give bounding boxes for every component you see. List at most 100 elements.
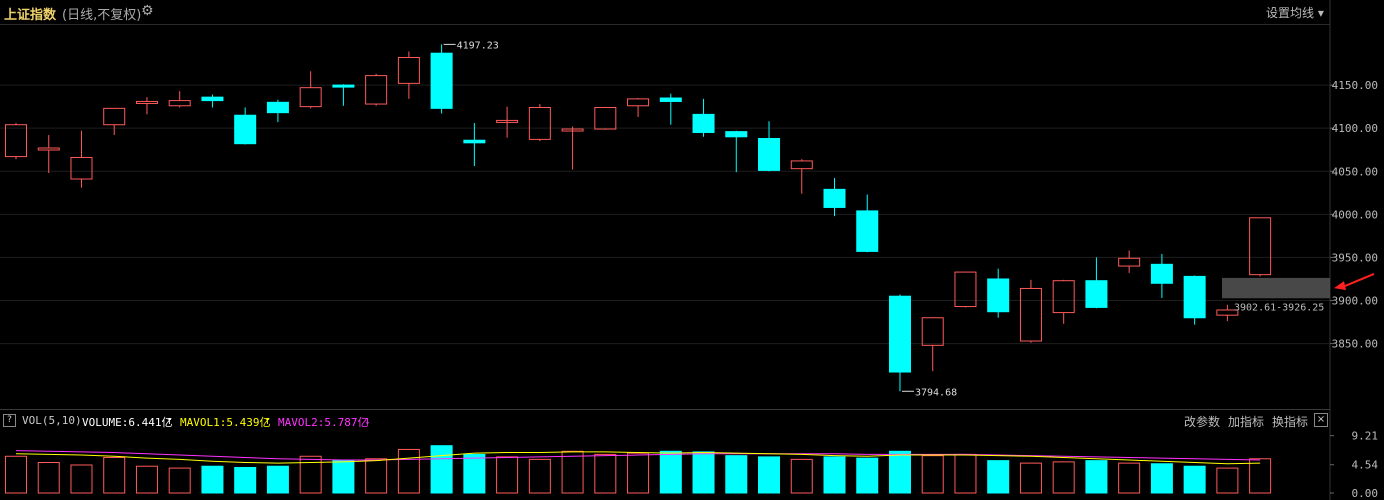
volume-bar[interactable]: [70, 464, 93, 494]
volume-bar[interactable]: [430, 445, 453, 494]
volume-bar[interactable]: [627, 452, 650, 494]
candle-body: [135, 100, 158, 104]
volume-bar[interactable]: [1052, 461, 1075, 494]
candle-body: [70, 156, 93, 180]
volume-bar[interactable]: [594, 453, 617, 494]
candle[interactable]: [201, 94, 224, 108]
candle[interactable]: [1052, 279, 1075, 324]
volume-bar[interactable]: [168, 467, 191, 494]
volume-bar[interactable]: [1085, 460, 1108, 494]
volume-bar[interactable]: [201, 465, 224, 494]
volume-bar[interactable]: [234, 466, 257, 494]
close-icon[interactable]: ×: [1314, 413, 1328, 427]
volume-bar[interactable]: [299, 455, 322, 494]
candle[interactable]: [659, 93, 682, 125]
volume-bar[interactable]: [561, 450, 584, 494]
candle[interactable]: [332, 84, 355, 106]
volume-bar[interactable]: [266, 465, 289, 494]
candle[interactable]: [888, 294, 911, 392]
switch-indicator-button[interactable]: 换指标: [1272, 415, 1309, 429]
volume-bar[interactable]: [5, 455, 27, 494]
candle[interactable]: [365, 73, 388, 106]
candle-body: [496, 119, 519, 123]
candle[interactable]: [725, 130, 748, 173]
candle[interactable]: [790, 159, 813, 194]
index-title[interactable]: 上证指数: [4, 8, 57, 23]
ma-settings-button[interactable]: 设置均线 ▾: [1266, 6, 1324, 20]
volume-bar[interactable]: [1183, 465, 1206, 494]
help-icon[interactable]: ?: [3, 414, 16, 427]
volume-bar[interactable]: [365, 458, 388, 494]
volume-bar[interactable]: [921, 455, 944, 494]
candle[interactable]: [496, 106, 519, 138]
volume-bar[interactable]: [1249, 458, 1272, 494]
volume-bar[interactable]: [659, 450, 682, 494]
volume-bar[interactable]: [954, 453, 977, 494]
candle[interactable]: [823, 178, 846, 217]
volume-bar[interactable]: [1019, 462, 1042, 494]
volume-bar[interactable]: [692, 451, 715, 494]
candle[interactable]: [5, 123, 27, 160]
red-arrow-icon: [1339, 272, 1375, 290]
candle[interactable]: [463, 123, 486, 167]
volume-bar[interactable]: [135, 465, 158, 494]
candle[interactable]: [1085, 257, 1108, 309]
volume-bar[interactable]: [103, 457, 126, 494]
candle[interactable]: [954, 271, 977, 308]
low-label: 3794.68: [915, 387, 957, 398]
volume-bar[interactable]: [823, 456, 846, 494]
candle[interactable]: [1118, 250, 1141, 273]
candle[interactable]: [692, 98, 715, 137]
candle[interactable]: [168, 91, 191, 108]
volume-bar[interactable]: [1150, 463, 1173, 494]
candle[interactable]: [594, 106, 617, 130]
volume-bar[interactable]: [1216, 467, 1239, 494]
candle[interactable]: [103, 107, 126, 136]
candle-body: [234, 114, 257, 145]
y-tick-label: 4100.00: [1332, 122, 1378, 135]
candle[interactable]: [397, 51, 420, 99]
candle[interactable]: [1216, 304, 1239, 322]
candle[interactable]: [856, 194, 879, 253]
candle[interactable]: [1183, 275, 1206, 325]
volume-bar[interactable]: [987, 460, 1010, 494]
volume-bar[interactable]: [725, 455, 748, 494]
candle[interactable]: [234, 107, 257, 145]
volume-bar[interactable]: [888, 450, 911, 494]
candle[interactable]: [987, 268, 1010, 318]
candle[interactable]: [561, 126, 584, 170]
volume-bar[interactable]: [332, 459, 355, 494]
add-indicator-button[interactable]: 加指标: [1228, 415, 1265, 429]
candle-body: [37, 147, 60, 151]
volume-bar[interactable]: [856, 457, 879, 494]
candle[interactable]: [135, 97, 158, 115]
candle[interactable]: [921, 317, 944, 372]
candle-body: [790, 160, 813, 170]
candle[interactable]: [299, 71, 322, 109]
edit-params-button[interactable]: 改参数: [1184, 415, 1221, 429]
volume-bar[interactable]: [528, 458, 551, 494]
gear-icon[interactable]: ⚙: [141, 3, 154, 19]
y-tick-label: 4000.00: [1332, 208, 1378, 221]
candle[interactable]: [627, 98, 650, 117]
candle[interactable]: [528, 104, 551, 142]
volume-bar[interactable]: [397, 448, 420, 494]
candle[interactable]: [70, 130, 93, 188]
volume-bar[interactable]: [496, 456, 519, 494]
volume-bar[interactable]: [790, 458, 813, 494]
candle-body: [1019, 287, 1042, 342]
candle[interactable]: [1249, 217, 1272, 277]
candle[interactable]: [1019, 279, 1042, 343]
candle[interactable]: [266, 99, 289, 123]
mavol2-line: [15, 450, 1261, 461]
candle[interactable]: [37, 135, 60, 173]
candle[interactable]: [430, 44, 453, 114]
volume-bar[interactable]: [758, 456, 781, 494]
candle[interactable]: [758, 121, 781, 172]
volume-bar[interactable]: [463, 453, 486, 494]
candle[interactable]: [1150, 253, 1173, 298]
volume-bar[interactable]: [37, 462, 60, 494]
candle-body: [1052, 280, 1075, 314]
volume-bar[interactable]: [1118, 462, 1141, 494]
